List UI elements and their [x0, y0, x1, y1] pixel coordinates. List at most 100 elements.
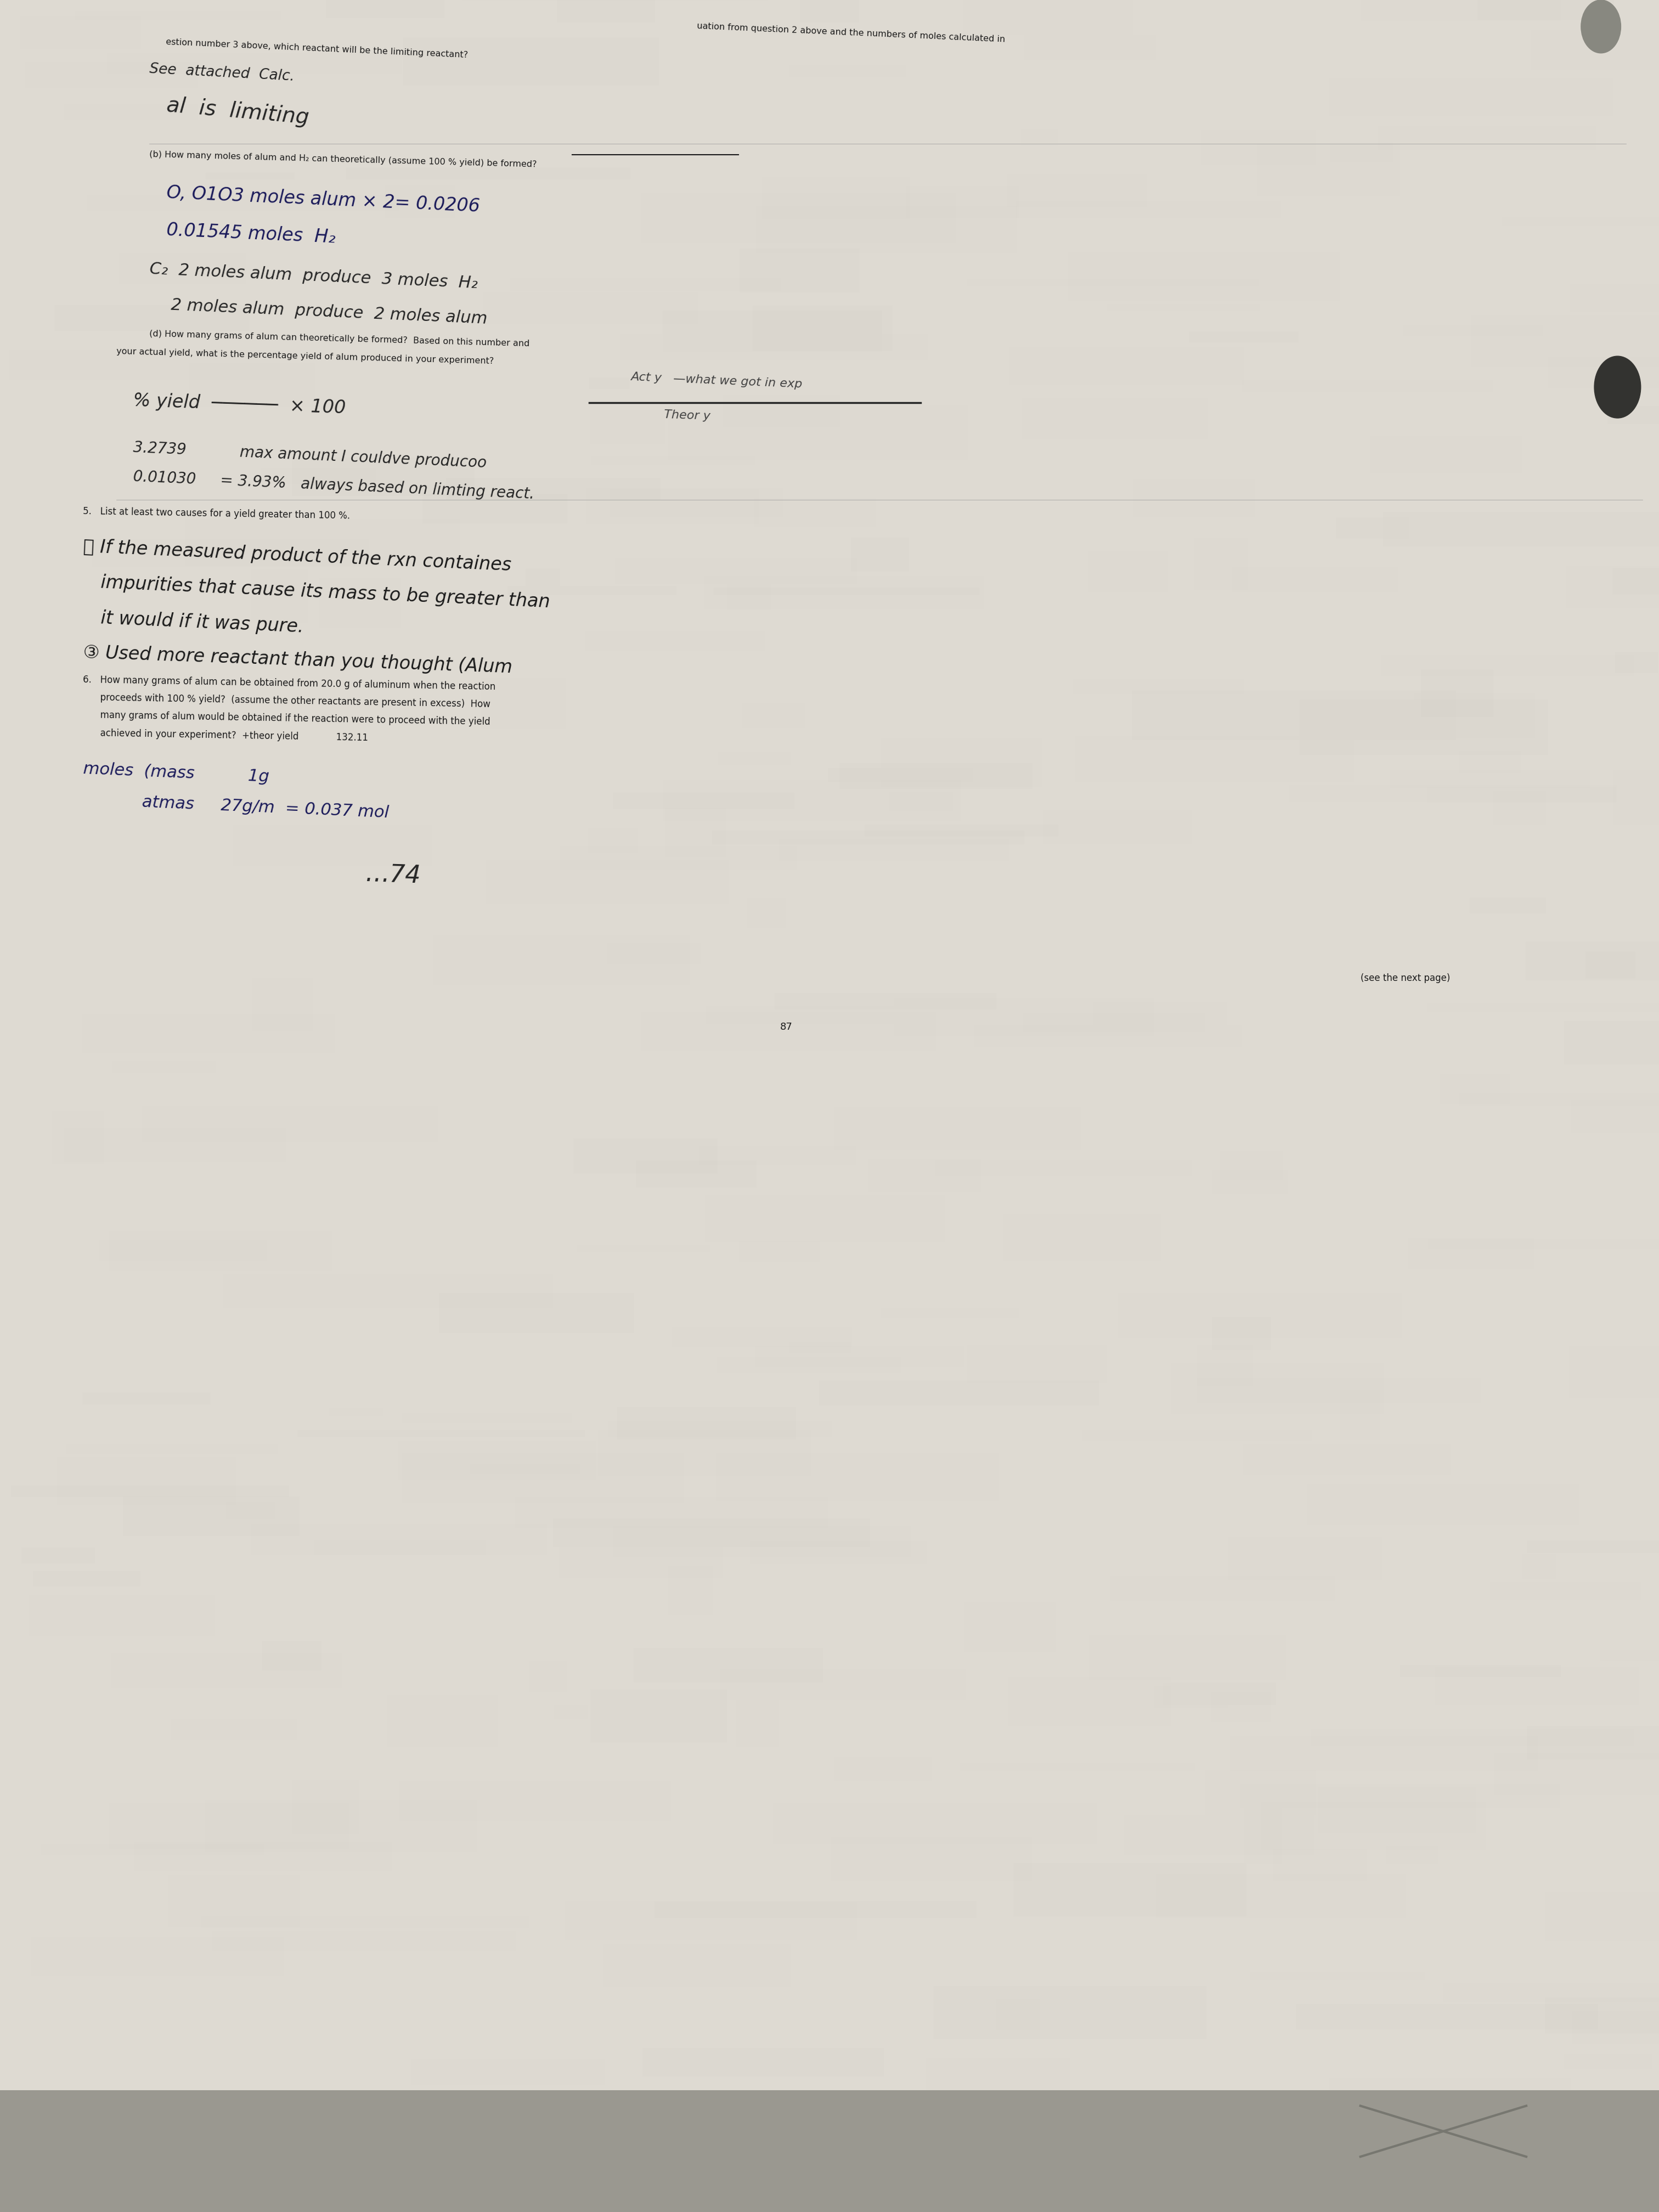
FancyBboxPatch shape — [496, 7, 630, 24]
FancyBboxPatch shape — [698, 1146, 856, 1164]
FancyBboxPatch shape — [834, 1451, 1032, 1493]
FancyBboxPatch shape — [1219, 1150, 1282, 1181]
FancyBboxPatch shape — [654, 1900, 977, 1918]
FancyBboxPatch shape — [1194, 1394, 1377, 1422]
Text: 87: 87 — [780, 1022, 793, 1031]
FancyBboxPatch shape — [123, 1498, 299, 1535]
FancyBboxPatch shape — [398, 1442, 596, 1480]
FancyBboxPatch shape — [712, 830, 1025, 845]
Text: …74: …74 — [365, 863, 421, 889]
FancyBboxPatch shape — [753, 305, 893, 352]
FancyBboxPatch shape — [325, 0, 445, 18]
FancyBboxPatch shape — [665, 128, 982, 137]
FancyBboxPatch shape — [780, 838, 1009, 860]
FancyBboxPatch shape — [614, 1526, 911, 1557]
FancyBboxPatch shape — [36, 321, 302, 330]
FancyBboxPatch shape — [839, 763, 1032, 790]
FancyBboxPatch shape — [481, 679, 566, 728]
FancyBboxPatch shape — [750, 2079, 997, 2099]
FancyBboxPatch shape — [552, 1520, 871, 1546]
FancyBboxPatch shape — [109, 1803, 348, 1849]
FancyBboxPatch shape — [612, 792, 795, 810]
FancyBboxPatch shape — [723, 394, 841, 427]
Text: Theor y: Theor y — [664, 409, 710, 422]
FancyBboxPatch shape — [123, 1829, 420, 1858]
FancyBboxPatch shape — [1206, 1770, 1316, 1816]
FancyBboxPatch shape — [526, 568, 561, 586]
FancyBboxPatch shape — [352, 2055, 411, 2070]
FancyBboxPatch shape — [720, 1668, 966, 1699]
FancyBboxPatch shape — [1614, 770, 1659, 825]
Text: ③ Used more reactant than you thought (Alum: ③ Used more reactant than you thought (A… — [83, 644, 513, 677]
Text: atmas     27g/m  = 0.037 mol: atmas 27g/m = 0.037 mol — [83, 792, 390, 821]
FancyBboxPatch shape — [1526, 1540, 1659, 1553]
FancyBboxPatch shape — [526, 876, 785, 911]
FancyBboxPatch shape — [513, 2004, 793, 2055]
FancyBboxPatch shape — [390, 1292, 574, 1332]
FancyBboxPatch shape — [1546, 1551, 1659, 1590]
FancyBboxPatch shape — [509, 279, 781, 292]
FancyBboxPatch shape — [753, 498, 876, 526]
FancyBboxPatch shape — [554, 1705, 589, 1719]
Text: Act y   —what we got in exp: Act y —what we got in exp — [630, 372, 803, 389]
FancyBboxPatch shape — [1422, 670, 1493, 717]
Text: 5.   List at least two causes for a yield greater than 100 %.: 5. List at least two causes for a yield … — [83, 507, 350, 522]
FancyBboxPatch shape — [1470, 898, 1546, 914]
FancyBboxPatch shape — [757, 206, 1017, 252]
FancyBboxPatch shape — [1526, 1725, 1659, 1759]
Text: (see the next page): (see the next page) — [1360, 973, 1450, 982]
FancyBboxPatch shape — [0, 0, 1659, 2124]
Text: your actual yield, what is the percentage yield of alum produced in your experim: your actual yield, what is the percentag… — [116, 347, 494, 365]
FancyBboxPatch shape — [546, 993, 584, 1035]
FancyBboxPatch shape — [1367, 960, 1551, 984]
FancyBboxPatch shape — [1082, 1431, 1312, 1440]
FancyBboxPatch shape — [974, 1026, 1243, 1046]
Text: 3.2739           max amount I couldve producoo: 3.2739 max amount I couldve producoo — [133, 440, 486, 471]
FancyBboxPatch shape — [423, 493, 567, 524]
FancyBboxPatch shape — [1586, 951, 1636, 980]
FancyBboxPatch shape — [713, 588, 979, 595]
FancyBboxPatch shape — [171, 1719, 297, 1739]
FancyBboxPatch shape — [403, 38, 659, 86]
FancyBboxPatch shape — [864, 825, 1058, 836]
FancyBboxPatch shape — [1107, 305, 1259, 312]
FancyBboxPatch shape — [333, 599, 368, 619]
FancyBboxPatch shape — [1443, 1982, 1659, 2002]
FancyBboxPatch shape — [299, 1475, 420, 1502]
FancyBboxPatch shape — [0, 2090, 1659, 2212]
FancyBboxPatch shape — [1493, 1754, 1659, 1794]
FancyBboxPatch shape — [795, 947, 964, 987]
FancyBboxPatch shape — [589, 378, 629, 389]
FancyBboxPatch shape — [1236, 0, 1314, 15]
FancyBboxPatch shape — [1198, 1345, 1253, 1387]
FancyBboxPatch shape — [820, 1380, 1098, 1405]
FancyBboxPatch shape — [292, 1781, 358, 1834]
FancyBboxPatch shape — [1420, 843, 1659, 887]
FancyBboxPatch shape — [617, 1407, 796, 1440]
Text: (b) How many moles of alum and H₂ can theoretically (assume 100 % yield) be form: (b) How many moles of alum and H₂ can th… — [149, 150, 538, 168]
Text: C₂  2 moles alum  produce  3 moles  H₂: C₂ 2 moles alum produce 3 moles H₂ — [149, 261, 478, 292]
FancyBboxPatch shape — [1545, 1997, 1659, 2033]
Text: impurities that cause its mass to be greater than: impurities that cause its mass to be gre… — [83, 573, 551, 611]
FancyBboxPatch shape — [25, 1130, 106, 1150]
FancyBboxPatch shape — [12, 1486, 289, 1498]
Text: uation from question 2 above and the numbers of moles calculated in: uation from question 2 above and the num… — [697, 22, 1005, 44]
FancyBboxPatch shape — [1523, 1555, 1556, 1579]
FancyBboxPatch shape — [800, 1292, 959, 1340]
FancyBboxPatch shape — [1335, 518, 1408, 538]
Circle shape — [1581, 0, 1621, 53]
FancyBboxPatch shape — [1531, 544, 1659, 575]
FancyBboxPatch shape — [1243, 380, 1493, 392]
FancyBboxPatch shape — [834, 1106, 1080, 1150]
FancyBboxPatch shape — [227, 1960, 486, 1993]
FancyBboxPatch shape — [1400, 1666, 1561, 1677]
FancyBboxPatch shape — [601, 491, 655, 509]
FancyBboxPatch shape — [599, 1429, 811, 1475]
FancyBboxPatch shape — [607, 942, 700, 964]
Text: % yield  ──────  × 100: % yield ────── × 100 — [133, 392, 347, 418]
FancyBboxPatch shape — [292, 458, 474, 495]
FancyBboxPatch shape — [1614, 653, 1657, 672]
FancyBboxPatch shape — [1153, 1686, 1228, 1708]
FancyBboxPatch shape — [750, 1540, 927, 1564]
FancyBboxPatch shape — [328, 1407, 383, 1416]
